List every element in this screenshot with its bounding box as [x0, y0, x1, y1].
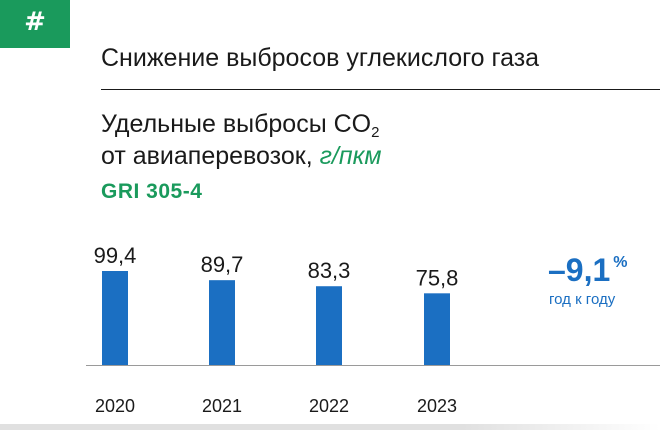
subtitle-line1: Удельные выбросы CO: [101, 110, 372, 138]
yoy-change-unit: %: [613, 254, 628, 271]
bar-2020: [102, 271, 128, 365]
bottom-edge: [0, 424, 660, 430]
gri-code: GRI 305-4: [101, 180, 203, 203]
subtitle-line2: от авиаперевозок,: [101, 142, 320, 170]
category-label-2023: 2023: [417, 396, 457, 416]
yoy-change-value: –9,1: [548, 252, 611, 288]
divider: [101, 89, 660, 90]
subtitle-unit: г/пкм: [319, 142, 382, 170]
yoy-change: –9,1% год к году: [548, 252, 660, 308]
chart-subtitle: Удельные выбросы CO2 от авиаперевозок, г…: [101, 108, 382, 172]
section-title: Снижение выбросов углекислого газа: [101, 44, 540, 72]
value-label-2022: 83,3: [308, 258, 351, 283]
category-label-2022: 2022: [309, 396, 349, 416]
value-label-2021: 89,7: [201, 252, 244, 277]
bar-2023: [424, 293, 450, 365]
value-label-2020: 99,4: [94, 243, 137, 268]
bar-2022: [316, 286, 342, 365]
category-label-2020: 2020: [95, 396, 135, 416]
category-label-2021: 2021: [202, 396, 242, 416]
hash-badge: #: [0, 0, 70, 48]
yoy-change-label: год к году: [549, 291, 616, 308]
bar-2021: [209, 280, 235, 365]
subtitle-subscript: 2: [371, 124, 380, 141]
value-label-2023: 75,8: [416, 265, 459, 290]
